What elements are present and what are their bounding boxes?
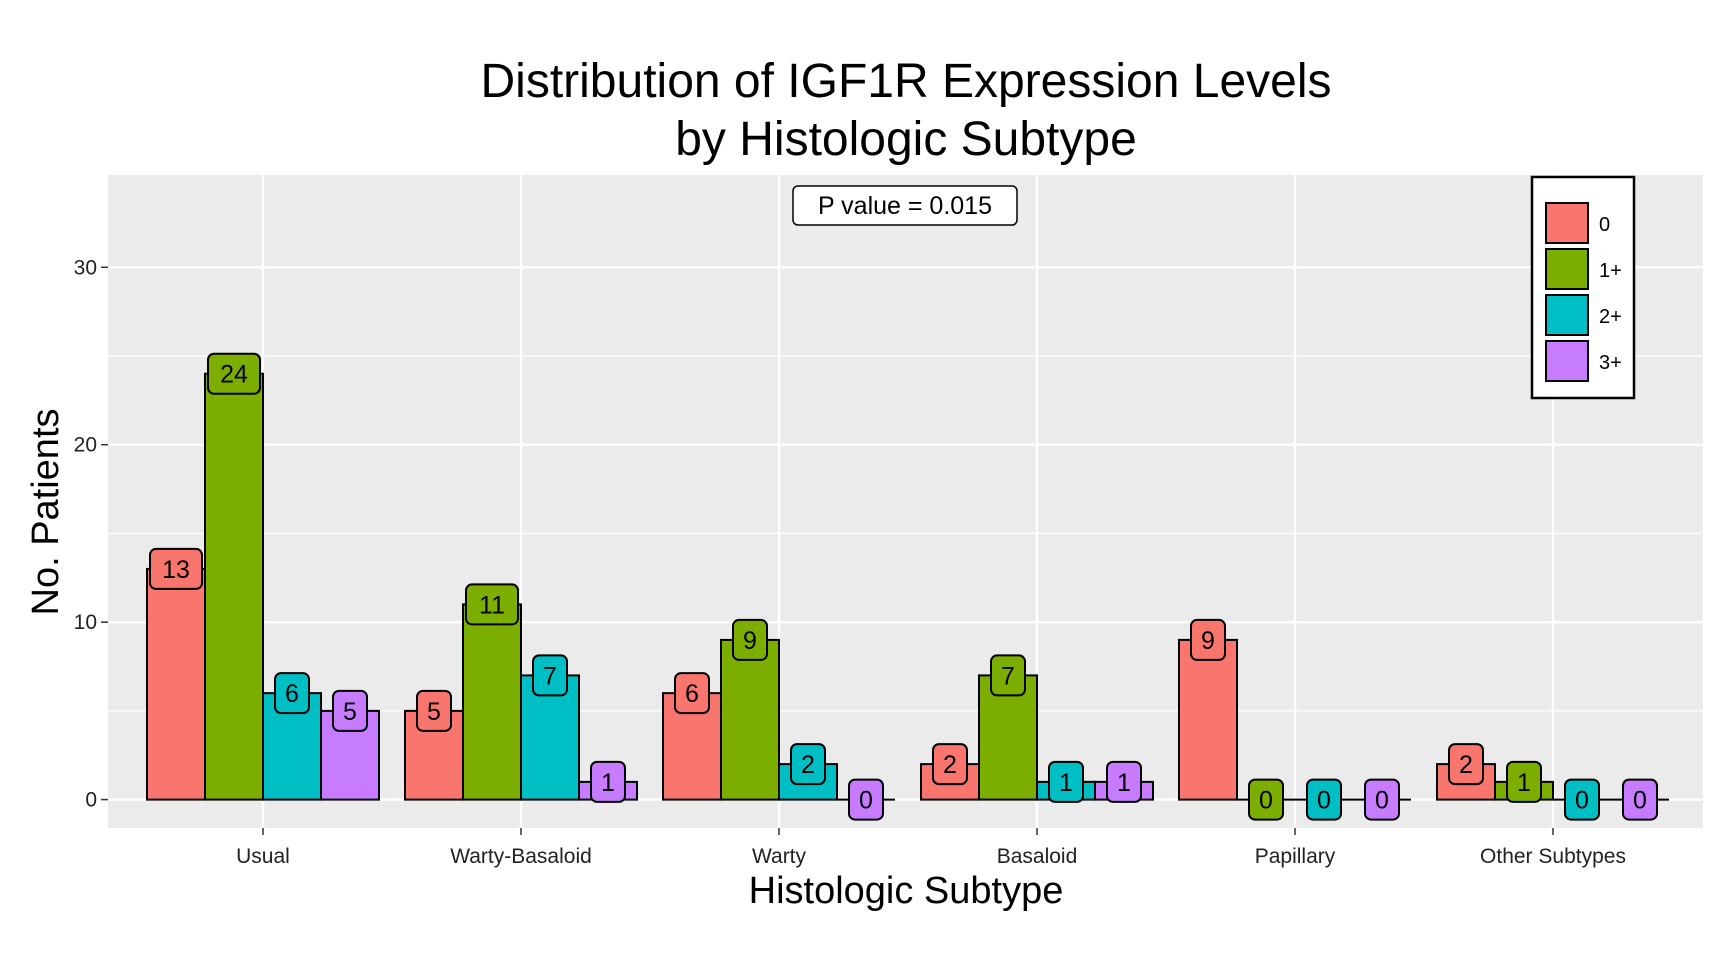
bar bbox=[462, 603, 522, 801]
data-label: 9 bbox=[743, 627, 757, 655]
y-tick-label: 0 bbox=[85, 789, 97, 812]
data-label-box bbox=[1364, 778, 1400, 821]
data-label-box bbox=[590, 760, 626, 803]
data-label: 0 bbox=[1317, 787, 1331, 815]
y-axis-title: No. Patients bbox=[25, 409, 67, 616]
data-label: 0 bbox=[1575, 787, 1589, 815]
data-label-box bbox=[1190, 618, 1226, 661]
y-tick-label: 20 bbox=[74, 434, 97, 457]
data-label-box bbox=[1622, 778, 1658, 821]
data-label: 2 bbox=[1459, 751, 1473, 779]
data-label-box bbox=[1564, 778, 1600, 821]
data-label-box bbox=[848, 778, 884, 821]
data-label: 1 bbox=[1117, 769, 1131, 797]
bar bbox=[204, 372, 264, 801]
y-tick-label: 10 bbox=[74, 611, 97, 634]
data-label-box bbox=[274, 672, 310, 715]
data-label-box bbox=[207, 352, 261, 395]
chart-title-line-2: by Histologic Subtype bbox=[675, 113, 1137, 166]
data-label: 7 bbox=[1001, 662, 1015, 690]
legend-label: 1+ bbox=[1599, 260, 1622, 282]
data-label-box bbox=[1048, 760, 1084, 803]
x-tick-label: Usual bbox=[236, 845, 290, 868]
data-label-box bbox=[532, 654, 568, 697]
data-label-box bbox=[674, 672, 710, 715]
data-label: 2 bbox=[801, 751, 815, 779]
legend-key bbox=[1545, 248, 1589, 290]
x-tick-label: Warty-Basaloid bbox=[450, 845, 592, 868]
data-label: 0 bbox=[1259, 787, 1273, 815]
data-label-box bbox=[932, 743, 968, 786]
data-label-box bbox=[149, 547, 203, 590]
data-label: 1 bbox=[1059, 769, 1073, 797]
data-label: 0 bbox=[1375, 787, 1389, 815]
bar bbox=[146, 567, 206, 801]
data-label: 0 bbox=[1633, 787, 1647, 815]
data-label-box bbox=[465, 583, 519, 626]
legend: 0 1+ 2+ 3+ bbox=[1530, 175, 1636, 400]
data-label-box bbox=[732, 618, 768, 661]
data-label: 2 bbox=[943, 751, 957, 779]
x-tick-label: Papillary bbox=[1255, 845, 1336, 868]
x-tick-label: Other Subtypes bbox=[1480, 845, 1626, 868]
data-label: 5 bbox=[427, 698, 441, 726]
data-label: 9 bbox=[1201, 627, 1215, 655]
y-tick-label: 30 bbox=[74, 256, 97, 279]
bar bbox=[720, 638, 780, 801]
x-tick-label: Basaloid bbox=[997, 845, 1078, 868]
data-label-box bbox=[990, 654, 1026, 697]
data-label-box bbox=[1506, 760, 1542, 803]
data-label: 1 bbox=[601, 769, 615, 797]
legend-key bbox=[1545, 340, 1589, 382]
p-value-text: P value = 0.015 bbox=[818, 192, 992, 220]
data-label: 11 bbox=[479, 591, 505, 619]
data-label: 24 bbox=[220, 361, 248, 389]
legend-label: 0 bbox=[1599, 214, 1610, 236]
data-label-box bbox=[1106, 760, 1142, 803]
data-label-box bbox=[790, 743, 826, 786]
data-label: 7 bbox=[543, 662, 557, 690]
p-value-annotation: P value = 0.015 bbox=[792, 185, 1018, 226]
data-label: 6 bbox=[685, 680, 699, 708]
data-label-box bbox=[1448, 743, 1484, 786]
x-tick-label: Warty bbox=[752, 845, 807, 868]
data-label-box bbox=[416, 689, 452, 732]
chart-title-line-1: Distribution of IGF1R Expression Levels bbox=[480, 55, 1331, 108]
bar bbox=[1178, 638, 1238, 801]
data-label: 0 bbox=[859, 787, 873, 815]
data-label: 6 bbox=[285, 680, 299, 708]
data-label-box bbox=[1306, 778, 1342, 821]
p-value-box bbox=[792, 185, 1018, 226]
data-label: 1 bbox=[1517, 769, 1531, 797]
data-label: 13 bbox=[162, 556, 190, 584]
legend-label: 2+ bbox=[1599, 306, 1622, 328]
legend-label: 3+ bbox=[1599, 352, 1622, 374]
legend-key bbox=[1545, 202, 1589, 244]
data-label-box bbox=[332, 689, 368, 732]
data-label-box bbox=[1248, 778, 1284, 821]
legend-key bbox=[1545, 294, 1589, 336]
x-axis-title: Histologic Subtype bbox=[749, 870, 1064, 912]
data-label: 5 bbox=[343, 698, 357, 726]
